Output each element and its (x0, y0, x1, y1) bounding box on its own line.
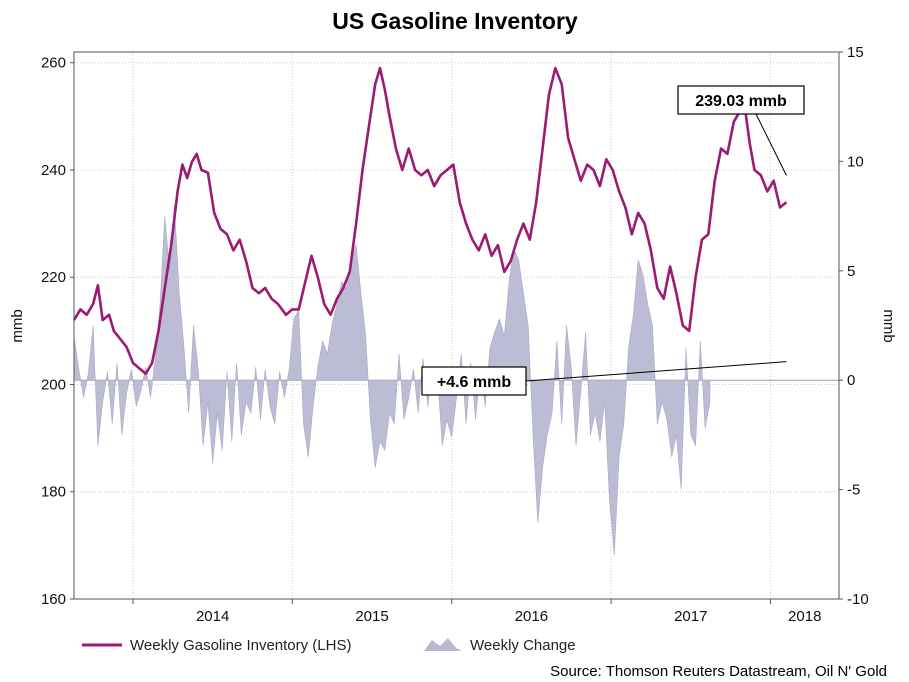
grid (74, 52, 839, 599)
left-tick-label: 180 (41, 484, 66, 501)
legend-area-swatch (424, 638, 462, 651)
callout-change-label: +4.6 mmb (437, 374, 511, 391)
right-axis-label: mmb (880, 309, 897, 342)
plot-frame (73, 51, 840, 600)
left-tick-label: 200 (41, 376, 66, 393)
left-tick-label: 240 (41, 162, 66, 179)
right-tick-label: 15 (847, 44, 864, 61)
source-note: Source: Thomson Reuters Datastream, Oil … (550, 663, 887, 680)
legend-inventory-label: Weekly Gasoline Inventory (LHS) (130, 637, 351, 654)
chart-title: US Gasoline Inventory (332, 8, 578, 34)
right-tick-label: 5 (847, 263, 855, 280)
x-tick-label: 2015 (355, 608, 388, 625)
left-tick-label: 160 (41, 591, 66, 608)
right-axis-ticks: -10 -5 0 5 10 15 (839, 44, 869, 608)
inventory-line-layer (72, 66, 788, 376)
left-axis-label: mmb (9, 309, 26, 342)
callout-change-leader (525, 361, 787, 382)
legend: Weekly Gasoline Inventory (LHS) Weekly C… (82, 637, 576, 654)
annotations: 239.03 mmb +4.6 mmb (421, 85, 805, 396)
x-axis-ticks: 2014 2015 2016 2017 2018 (132, 599, 821, 625)
x-tick-label: 2014 (196, 608, 229, 625)
left-axis-ticks: 160 180 200 220 240 260 (41, 55, 74, 608)
x-tick-label: 2018 (788, 608, 821, 625)
left-tick-label: 260 (41, 55, 66, 72)
x-tick-label: 2016 (515, 608, 548, 625)
right-tick-label: 10 (847, 153, 864, 170)
right-tick-label: 0 (847, 372, 855, 389)
left-tick-label: 220 (41, 269, 66, 286)
callout-inventory-leader (755, 113, 787, 176)
callout-change-box (421, 366, 527, 396)
inventory-line (72, 66, 788, 376)
legend-change-label: Weekly Change (470, 637, 576, 654)
callout-inventory-box (677, 85, 805, 115)
right-tick-label: -10 (847, 591, 869, 608)
callout-inventory-label: 239.03 mmb (695, 93, 787, 110)
weekly-change-area-layer (73, 205, 711, 556)
weekly-change-area (73, 205, 711, 556)
right-tick-label: -5 (847, 482, 860, 499)
x-tick-label: 2017 (674, 608, 707, 625)
